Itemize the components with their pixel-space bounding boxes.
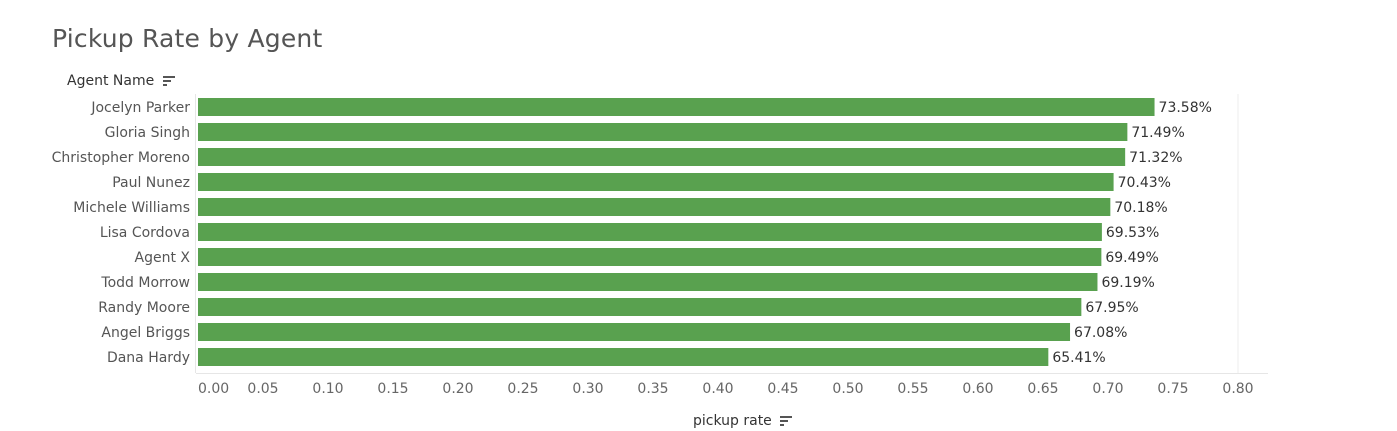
category-labels: Jocelyn Parker Gloria Singh Christopher Mo… <box>52 100 191 366</box>
grid-lines <box>195 94 1268 374</box>
value-label: 67.95% <box>1085 300 1138 316</box>
x-tick-label: 0.70 <box>1092 381 1123 397</box>
x-tick-label: 0.30 <box>572 381 603 397</box>
bar[interactable] <box>198 298 1082 316</box>
bar[interactable] <box>198 148 1126 166</box>
value-label: 69.49% <box>1105 250 1158 266</box>
x-tick-label: 0.25 <box>507 381 538 397</box>
category-label[interactable]: Lisa Cordova <box>100 225 190 241</box>
sort-descending-icon[interactable] <box>779 415 793 427</box>
x-tick-label: 0.75 <box>1157 381 1188 397</box>
category-label[interactable]: Christopher Moreno <box>52 150 190 166</box>
x-tick-label: 0.20 <box>442 381 473 397</box>
category-label[interactable]: Paul Nunez <box>112 175 190 191</box>
x-tick-label: 0.35 <box>637 381 668 397</box>
bar[interactable] <box>198 123 1128 141</box>
bar[interactable] <box>198 173 1114 191</box>
value-labels: 73.58% 71.49% 71.32% 70.43% 70.18% 69.53% 69.4… <box>1052 100 1212 366</box>
category-label[interactable]: Gloria Singh <box>105 125 190 141</box>
bar[interactable] <box>198 98 1155 116</box>
x-axis-title-label: pickup rate <box>693 413 772 429</box>
x-axis-title[interactable]: pickup rate <box>693 413 793 429</box>
category-label[interactable]: Agent X <box>135 250 191 266</box>
bar[interactable] <box>198 223 1102 241</box>
sort-descending-icon[interactable] <box>162 75 176 87</box>
x-tick-label: 0.15 <box>377 381 408 397</box>
category-label[interactable]: Dana Hardy <box>107 350 190 366</box>
row-header-label: Agent Name <box>67 73 155 89</box>
x-tick-label: 0.40 <box>702 381 733 397</box>
x-tick-label: 0.80 <box>1222 381 1253 397</box>
value-label: 71.32% <box>1129 150 1182 166</box>
value-label: 73.58% <box>1159 100 1212 116</box>
value-label: 65.41% <box>1052 350 1105 366</box>
x-tick-label: 0.50 <box>832 381 863 397</box>
row-header[interactable]: Agent Name <box>67 73 176 89</box>
category-label[interactable]: Michele Williams <box>73 200 190 216</box>
bar[interactable] <box>198 273 1098 291</box>
category-label[interactable]: Randy Moore <box>98 300 190 316</box>
value-label: 67.08% <box>1074 325 1127 341</box>
value-label: 70.43% <box>1118 175 1171 191</box>
x-tick-label: 0.45 <box>767 381 798 397</box>
category-label[interactable]: Angel Briggs <box>101 325 190 341</box>
x-axis-ticks: 0.00 0.05 0.10 0.15 0.20 0.25 0.30 0.35 0.40 0.45… <box>198 381 1254 397</box>
bars <box>198 98 1155 366</box>
bar[interactable] <box>198 348 1049 366</box>
x-tick-label: 0.10 <box>312 381 343 397</box>
bar[interactable] <box>198 323 1071 341</box>
chart-title: Pickup Rate by Agent <box>52 24 323 53</box>
value-label: 71.49% <box>1131 125 1184 141</box>
x-tick-label: 0.05 <box>247 381 278 397</box>
value-label: 69.19% <box>1101 275 1154 291</box>
bar[interactable] <box>198 248 1102 266</box>
value-label: 70.18% <box>1114 200 1167 216</box>
x-tick-label: 0.00 <box>198 381 229 397</box>
category-label[interactable]: Todd Morrow <box>100 275 190 291</box>
x-tick-label: 0.65 <box>1027 381 1058 397</box>
x-tick-label: 0.60 <box>962 381 993 397</box>
bar[interactable] <box>198 198 1111 216</box>
value-label: 69.53% <box>1106 225 1159 241</box>
x-tick-label: 0.55 <box>897 381 928 397</box>
category-label[interactable]: Jocelyn Parker <box>90 100 190 116</box>
